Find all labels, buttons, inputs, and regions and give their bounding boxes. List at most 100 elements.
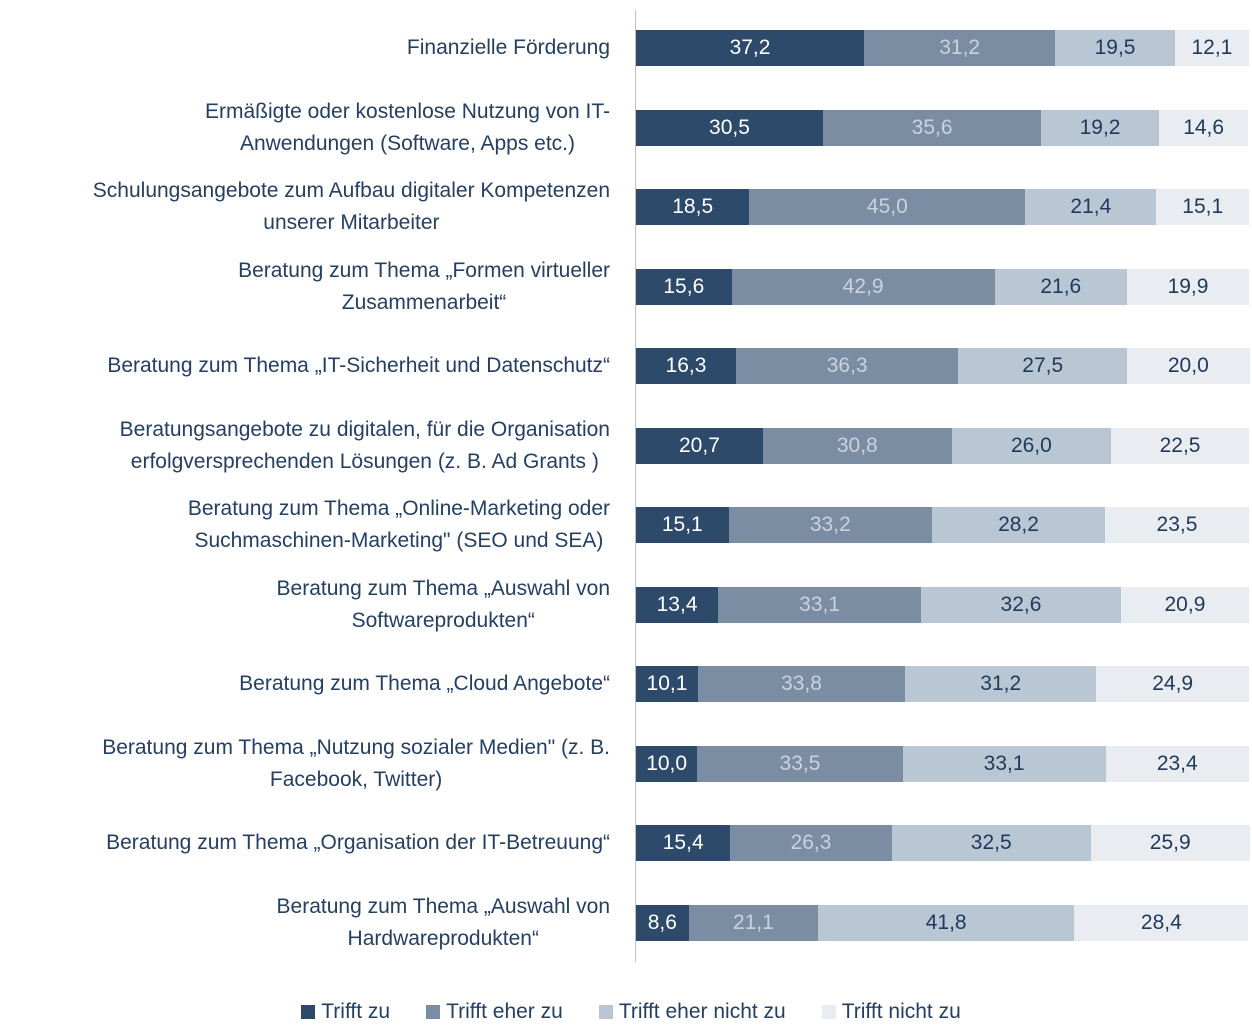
axis-line bbox=[635, 10, 636, 962]
data-label: 10,1 bbox=[646, 672, 688, 695]
bar-segment bbox=[1041, 109, 1159, 146]
data-label: 27,5 bbox=[1022, 354, 1064, 377]
data-label: 20,0 bbox=[1167, 354, 1209, 377]
legend-swatch bbox=[598, 1005, 613, 1019]
data-label: 33,8 bbox=[781, 672, 822, 695]
bar-segment bbox=[891, 825, 1091, 861]
bar-segment bbox=[636, 30, 865, 66]
category-label: Beratung zum Thema „Cloud Angebote“ bbox=[239, 672, 610, 695]
data-label: 21,4 bbox=[1070, 195, 1112, 218]
data-label: 15,1 bbox=[1182, 195, 1224, 218]
bar-segment bbox=[731, 268, 995, 305]
data-label: 24,9 bbox=[1152, 672, 1194, 695]
bar-segment bbox=[735, 348, 959, 384]
category-label: Beratung zum Thema „Online-Marketing ode… bbox=[187, 497, 610, 552]
bar-segment bbox=[636, 507, 729, 543]
data-label: 33,1 bbox=[799, 592, 841, 616]
bar-segment bbox=[1105, 745, 1249, 782]
bar-segment bbox=[688, 904, 819, 941]
data-label: 16,3 bbox=[665, 354, 707, 377]
data-label: 28,2 bbox=[998, 513, 1039, 536]
category-label: Beratung zum Thema „Auswahl von Hardware… bbox=[276, 894, 610, 950]
bar-segment bbox=[636, 348, 736, 384]
data-label: 15,1 bbox=[661, 513, 703, 536]
bar-segment bbox=[749, 189, 1026, 225]
category-label: Beratung zum Thema „Auswahl von Software… bbox=[276, 576, 610, 632]
data-label: 42,9 bbox=[842, 274, 884, 298]
bar-segment bbox=[1174, 30, 1249, 66]
data-label: 30,8 bbox=[836, 433, 878, 457]
data-label: 19,5 bbox=[1094, 36, 1136, 59]
bar-segment bbox=[636, 586, 719, 623]
data-label: 41,8 bbox=[925, 910, 967, 934]
bar-segment bbox=[822, 109, 1042, 146]
bar-segment bbox=[636, 109, 823, 146]
bar-segment bbox=[636, 904, 689, 941]
data-label: 21,1 bbox=[732, 910, 774, 934]
data-label: 36,3 bbox=[826, 354, 868, 377]
data-label: 26,3 bbox=[790, 831, 832, 854]
bar-segment bbox=[864, 30, 1056, 66]
bar-segment bbox=[932, 507, 1105, 543]
data-label: 32,5 bbox=[970, 831, 1012, 854]
data-label: 18,5 bbox=[672, 195, 714, 218]
legend-label: Trifft eher zu bbox=[446, 1000, 563, 1023]
data-label: 19,9 bbox=[1167, 274, 1209, 298]
bar-segment bbox=[1096, 666, 1249, 702]
data-label: 20,9 bbox=[1164, 592, 1206, 616]
data-label: 20,7 bbox=[679, 433, 720, 457]
legend-item: Trifft eher nicht zu bbox=[598, 1000, 786, 1024]
data-label: 35,6 bbox=[911, 115, 953, 139]
legend-label: Trifft nicht zu bbox=[841, 1000, 961, 1023]
legend: Trifft zu Trifft eher zu Trifft eher nicht… bbox=[0, 1000, 1252, 1024]
bar-segment bbox=[636, 268, 732, 305]
data-label: 14,6 bbox=[1183, 115, 1225, 139]
data-label: 45,0 bbox=[866, 195, 908, 218]
data-label: 32,6 bbox=[1000, 592, 1042, 616]
bar-segment bbox=[636, 666, 698, 702]
data-label: 15,6 bbox=[663, 274, 705, 298]
data-label: 30,5 bbox=[709, 115, 750, 139]
data-label: 23,4 bbox=[1156, 751, 1198, 775]
legend-item: Trifft zu bbox=[301, 1000, 390, 1024]
data-label: 33,1 bbox=[983, 751, 1025, 775]
bar-segment bbox=[1156, 189, 1249, 225]
category-label: Beratung zum Thema „IT-Sicherheit und Da… bbox=[107, 354, 610, 377]
bar-segment bbox=[718, 586, 922, 623]
bar-segment bbox=[1127, 268, 1249, 305]
bar-segment bbox=[902, 745, 1106, 782]
category-label: Beratung zum Thema „Organisation der IT-… bbox=[106, 831, 610, 854]
bar-segment bbox=[1104, 507, 1249, 543]
bar-segment bbox=[1074, 904, 1249, 941]
legend-item: Trifft nicht zu bbox=[821, 1000, 961, 1024]
data-label: 23,5 bbox=[1156, 513, 1198, 536]
bar-segment bbox=[1055, 30, 1175, 66]
bar-segment bbox=[818, 904, 1075, 941]
data-label: 33,5 bbox=[779, 751, 821, 775]
legend-label: Trifft zu bbox=[321, 1000, 391, 1023]
bar-segment bbox=[762, 427, 952, 464]
data-label: 22,5 bbox=[1159, 433, 1201, 457]
bar-segment bbox=[636, 427, 763, 464]
data-label: 21,6 bbox=[1040, 274, 1082, 298]
bar-segment bbox=[1090, 825, 1250, 861]
category-label: Beratung zum Thema „Nutzung sozialer Med… bbox=[102, 735, 610, 791]
bar-segment bbox=[1025, 189, 1157, 225]
data-label: 25,9 bbox=[1149, 831, 1191, 854]
bar-segment bbox=[636, 745, 698, 782]
legend-label: Trifft eher nicht zu bbox=[618, 1000, 786, 1023]
legend-item: Trifft eher zu bbox=[426, 1000, 563, 1024]
bar-segment bbox=[636, 189, 750, 225]
data-label: 31,2 bbox=[939, 36, 981, 59]
data-label: 31,2 bbox=[980, 672, 1022, 695]
bar-segment bbox=[958, 348, 1127, 384]
bar-segment bbox=[905, 666, 1097, 702]
data-label: 8,6 bbox=[647, 910, 677, 934]
data-label: 28,4 bbox=[1140, 910, 1182, 934]
category-label: Ermäßigte oder kostenlose Nutzung von IT… bbox=[204, 99, 610, 155]
bar-segment bbox=[951, 427, 1112, 464]
bar-segment bbox=[1120, 586, 1249, 623]
bar-segment bbox=[1111, 427, 1249, 464]
bar-segment bbox=[697, 666, 906, 702]
bar-segment bbox=[1158, 109, 1249, 146]
